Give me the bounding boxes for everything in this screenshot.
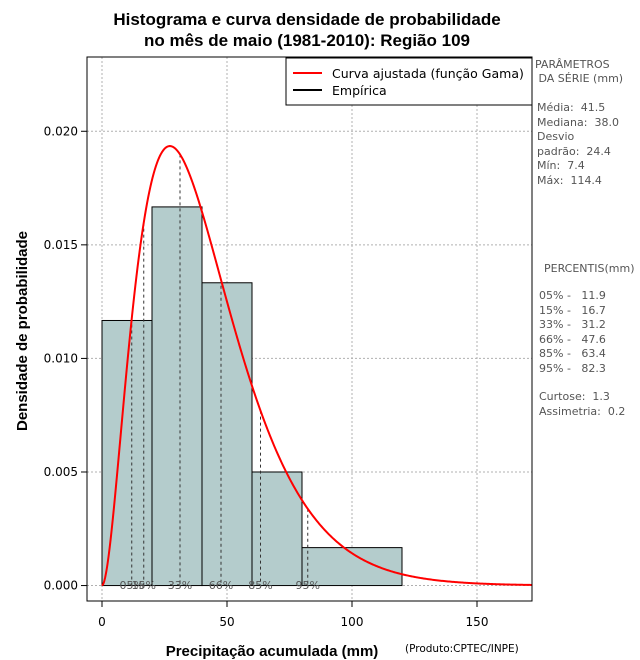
series-parameters-panel: PARÂMETROS DA SÉRIE (mm) Média: 41.5 Med… <box>535 58 623 187</box>
x-tick-label-150: 150 <box>466 615 489 629</box>
stat-desvio: Desvio <box>537 130 575 143</box>
stat-assimetria: Assimetria: 0.2 <box>539 405 625 418</box>
percentil-85: 85% - 63.4 <box>539 347 606 360</box>
chart-title-line-2: no mês de maio (1981-2010): Região 109 <box>144 31 470 50</box>
plot-frame <box>86 56 533 602</box>
product-credit: (Produto:CPTEC/INPE) <box>405 643 519 655</box>
histogram-bar-2 <box>151 206 203 587</box>
histogram-bar-3 <box>201 282 253 587</box>
y-tick-label-0.020: 0.020 <box>44 124 78 138</box>
axis-ticks: 0 50 100 150 0.000 0.005 0.010 0.015 0.020 <box>44 124 489 629</box>
percentis-title: PERCENTIS(mm) <box>544 262 635 275</box>
percentil-05: 05% - 11.9 <box>539 289 606 302</box>
percentile-label-85: 85% <box>248 579 272 592</box>
percentile-labels: 05%15% 33% 66% 85% 95% <box>120 579 320 592</box>
chart-title-line-1: Histograma e curva densidade de probabil… <box>113 10 500 29</box>
y-tick-label-0.010: 0.010 <box>44 351 78 365</box>
y-tick-label-0.005: 0.005 <box>44 465 78 479</box>
gamma-curve-line <box>101 145 533 587</box>
percentile-label-95: 95% <box>296 579 320 592</box>
stat-media: Média: 41.5 <box>537 101 605 114</box>
y-tick-label-0.000: 0.000 <box>44 579 78 593</box>
legend-gamma-label: Curva ajustada (função Gama) <box>332 66 524 81</box>
legend-empirica-label: Empírica <box>332 83 387 98</box>
params-title-line-1: PARÂMETROS <box>535 58 610 71</box>
stat-padrao: padrão: 24.4 <box>537 145 611 158</box>
percentile-label-66: 66% <box>209 579 233 592</box>
x-tick-label-0: 0 <box>98 615 106 629</box>
stat-curtose: Curtose: 1.3 <box>539 390 610 403</box>
percentis-panel: PERCENTIS(mm) 05% - 11.9 15% - 16.7 33% … <box>539 262 635 418</box>
stat-mediana: Mediana: 38.0 <box>537 116 619 129</box>
legend: Curva ajustada (função Gama) Empírica <box>285 57 533 106</box>
percentile-label-15: 15% <box>132 579 156 592</box>
legend-box <box>285 57 533 106</box>
y-axis-label: Densidade de probabilidade <box>14 231 31 431</box>
histogram-bars <box>101 206 403 587</box>
x-tick-label-50: 50 <box>219 615 234 629</box>
percentil-66: 66% - 47.6 <box>539 333 606 346</box>
params-title-line-2: DA SÉRIE (mm) <box>535 72 623 85</box>
percentile-label-33: 33% <box>168 579 192 592</box>
stat-min: Mín: 7.4 <box>537 159 585 172</box>
percentile-lines <box>131 154 309 586</box>
percentil-95: 95% - 82.3 <box>539 362 606 375</box>
gamma-curve-layer <box>101 145 533 587</box>
percentil-15: 15% - 16.7 <box>539 304 606 317</box>
histogram-bar-4 <box>251 471 303 587</box>
stat-max: Máx: 114.4 <box>537 174 602 187</box>
percentil-33: 33% - 31.2 <box>539 318 606 331</box>
percentile-label-05: 05% <box>120 579 144 592</box>
y-tick-label-0.015: 0.015 <box>44 238 78 252</box>
x-axis-label: Precipitação acumulada (mm) <box>166 643 379 660</box>
x-tick-label-100: 100 <box>341 615 364 629</box>
